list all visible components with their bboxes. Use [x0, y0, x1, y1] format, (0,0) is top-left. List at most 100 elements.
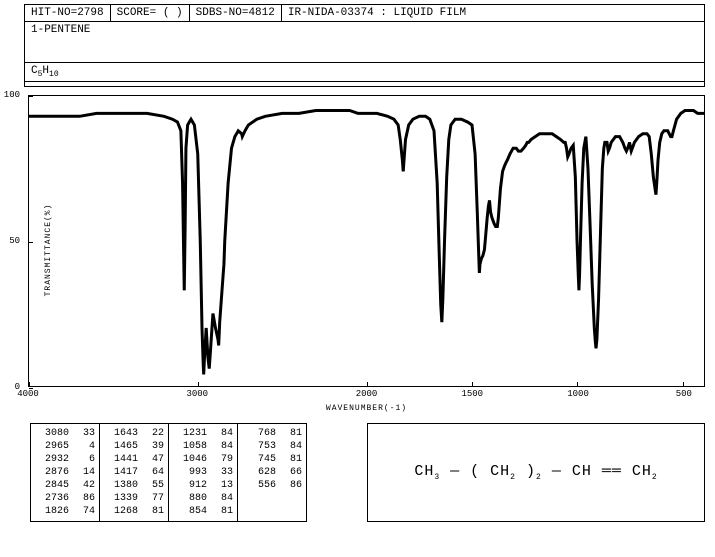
x-tick-mark — [683, 382, 684, 386]
x-tick-mark — [29, 382, 30, 386]
peak-value: 79 — [213, 453, 233, 466]
hit-no: HIT-NO=2798 — [25, 5, 111, 21]
formula-c: C — [31, 65, 38, 77]
peak-value: 84 — [213, 427, 233, 440]
peak-row: 880 84 — [173, 492, 233, 505]
x-tick: 500 — [676, 389, 692, 399]
peak-row: 993 33 — [173, 466, 233, 479]
header-bar: HIT-NO=2798 SCORE= ( ) SDBS-NO=4812 IR-N… — [24, 4, 705, 22]
y-tick-mark — [29, 96, 33, 97]
peak-wavenumber: 1046 — [173, 453, 207, 466]
peak-column: 3080332965 4293262876142845 42 2736 86182674 — [31, 424, 100, 521]
peak-row: 144147 — [104, 453, 164, 466]
peak-row: 2736 86 — [35, 492, 95, 505]
peak-wavenumber: 1417 — [104, 466, 138, 479]
bottom-section: 3080332965429326287614284542273686182674… — [30, 423, 705, 522]
peak-wavenumber: 745 — [242, 453, 276, 466]
header-spacer — [24, 82, 705, 87]
peak-wavenumber: 1231 — [173, 427, 207, 440]
x-tick: 2000 — [356, 389, 378, 399]
x-tick-mark — [367, 382, 368, 386]
compound-name: 1-PENTENE — [24, 22, 705, 62]
peak-wavenumber: 1339 — [104, 492, 138, 505]
peak-value: 84 — [213, 440, 233, 453]
peak-wavenumber: 2845 — [35, 479, 69, 492]
x-axis-label: WAVENUMBER(-1) — [326, 404, 407, 413]
peak-value: 84 — [213, 492, 233, 505]
x-tick-mark — [472, 382, 473, 386]
x-tick: 4000 — [17, 389, 39, 399]
x-tick: 3000 — [186, 389, 208, 399]
peak-wavenumber: 912 — [173, 479, 207, 492]
peak-value: 6 — [75, 453, 95, 466]
peak-value: 42 — [75, 479, 95, 492]
peak-row: 308033 — [35, 427, 95, 440]
structure-text: CH3 — ( CH2 )2 — CH ══ CH2 — [414, 463, 657, 482]
peak-value: 13 — [213, 479, 233, 492]
x-tick: 1500 — [461, 389, 483, 399]
peak-value: 4 — [75, 440, 95, 453]
peak-row: 2845 42 — [35, 479, 95, 492]
peak-value: 81 — [282, 453, 302, 466]
peak-row: 1058 84 — [173, 440, 233, 453]
peak-wavenumber: 1465 — [104, 440, 138, 453]
peak-value: 22 — [144, 427, 164, 440]
peak-value: 66 — [282, 466, 302, 479]
peak-row: 29326 — [35, 453, 95, 466]
spectrum-line — [29, 96, 704, 386]
structure-formula: CH3 — ( CH2 )2 — CH ══ CH2 — [367, 423, 705, 522]
peak-wavenumber: 1826 — [35, 505, 69, 518]
peak-wavenumber: 556 — [242, 479, 276, 492]
peak-row: 287614 — [35, 466, 95, 479]
peak-row: 75384 — [242, 440, 302, 453]
peak-value: 14 — [75, 466, 95, 479]
peak-row: 1339 77 — [104, 492, 164, 505]
peak-wavenumber: 2965 — [35, 440, 69, 453]
x-tick-mark — [577, 382, 578, 386]
peak-value: 84 — [282, 440, 302, 453]
plot-area — [28, 95, 705, 387]
peak-row: 912 13 — [173, 479, 233, 492]
peak-row: 556 86 — [242, 479, 302, 492]
peak-row: 1465 39 — [104, 440, 164, 453]
peak-row: 1046 79 — [173, 453, 233, 466]
peak-row: 182674 — [35, 505, 95, 518]
peak-wavenumber: 1058 — [173, 440, 207, 453]
peak-row: 85481 — [173, 505, 233, 518]
peak-value: 33 — [213, 466, 233, 479]
peak-value: 86 — [282, 479, 302, 492]
peak-column: 12318410588410467999333912138808485481 — [169, 424, 238, 521]
peak-wavenumber: 768 — [242, 427, 276, 440]
x-tick: 1000 — [567, 389, 589, 399]
peak-value: 33 — [75, 427, 95, 440]
peak-row: 2965 4 — [35, 440, 95, 453]
peak-wavenumber: 880 — [173, 492, 207, 505]
peak-row: 628 66 — [242, 466, 302, 479]
peak-value: 39 — [144, 440, 164, 453]
peak-row: 1643 22 — [104, 427, 164, 440]
peak-wavenumber: 628 — [242, 466, 276, 479]
peak-value: 77 — [144, 492, 164, 505]
peak-row: 745 81 — [242, 453, 302, 466]
peak-row: 76881 — [242, 427, 302, 440]
ir-spectrum-chart: TRANSMITTANCE(%) WAVENUMBER(-1) 40003000… — [24, 95, 705, 405]
peak-value: 86 — [75, 492, 95, 505]
score: SCORE= ( ) — [111, 5, 190, 21]
formula-h-count: 10 — [49, 70, 59, 79]
method: IR-NIDA-03374 : LIQUID FILM — [282, 5, 704, 21]
peak-column: 1643 22 1465 391441471417641380 55 1339 771268… — [100, 424, 169, 521]
peak-row: 126881 — [104, 505, 164, 518]
peak-wavenumber: 993 — [173, 466, 207, 479]
x-axis: WAVENUMBER(-1) 40003000200015001000500 — [28, 387, 705, 405]
y-tick-mark — [29, 242, 33, 243]
peak-wavenumber: 1441 — [104, 453, 138, 466]
y-tick: 100 — [2, 90, 20, 100]
peak-wavenumber: 1380 — [104, 479, 138, 492]
peak-value: 55 — [144, 479, 164, 492]
peak-row: 1231 84 — [173, 427, 233, 440]
peak-row: 1380 55 — [104, 479, 164, 492]
peak-wavenumber: 2736 — [35, 492, 69, 505]
y-tick: 50 — [2, 236, 20, 246]
peak-row: 141764 — [104, 466, 164, 479]
peak-wavenumber: 1643 — [104, 427, 138, 440]
